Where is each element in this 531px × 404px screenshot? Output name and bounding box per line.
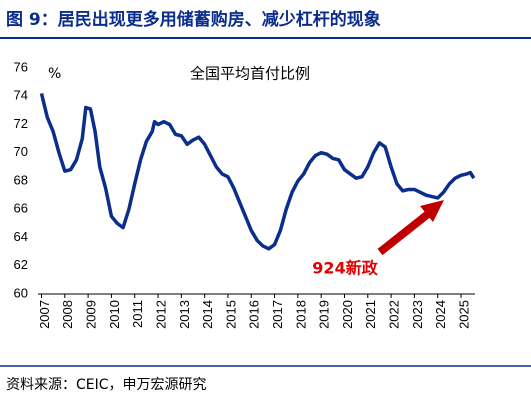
x-tick-label: 2013 <box>177 300 192 329</box>
x-tick-label: 2014 <box>200 300 215 329</box>
y-tick-label: 68 <box>14 172 28 187</box>
line-series <box>39 93 476 251</box>
y-tick-label: 70 <box>14 144 28 159</box>
x-tick-label: 2017 <box>270 300 285 329</box>
y-tick-label: 64 <box>14 229 28 244</box>
chart-title: 图 9：居民出现更多用储蓄购房、减少杠杆的现象 <box>6 9 381 30</box>
x-tick-label: 2019 <box>317 300 332 329</box>
y-tick-label: 72 <box>14 116 28 131</box>
y-tick-label: 62 <box>14 257 28 272</box>
series-title: 全国平均首付比例 <box>190 65 310 83</box>
x-tick-label: 2023 <box>410 300 425 329</box>
source: 资料来源：CEIC，申万宏源研究 <box>6 377 207 393</box>
x-tick-label: 2025 <box>456 300 471 329</box>
x-tick-label: 2016 <box>247 300 262 329</box>
x-tick-label: 2007 <box>37 300 52 329</box>
x-tick-label: 2018 <box>293 300 308 329</box>
x-tick-label: 2022 <box>387 300 402 329</box>
y-tick-label: 76 <box>14 59 28 74</box>
x-tick-label: 2009 <box>84 300 99 329</box>
arrow-head <box>420 200 444 222</box>
x-tick-label: 2024 <box>433 300 448 329</box>
x-tick-label: 2021 <box>363 300 378 329</box>
y-tick-label: 66 <box>14 201 28 216</box>
x-tick-label: 2015 <box>223 300 238 329</box>
annotation: 924新政 <box>312 259 378 278</box>
arrow-shaft <box>377 210 431 256</box>
x-tick-label: 2010 <box>107 300 122 329</box>
y-tick-label: 74 <box>14 88 28 103</box>
x-tick-label: 2020 <box>340 300 355 329</box>
x-tick-label: 2008 <box>60 300 75 329</box>
x-tick-label: 2012 <box>153 300 168 329</box>
y-unit: % <box>48 66 61 82</box>
x-tick-label: 2011 <box>130 300 145 328</box>
y-tick-label: 60 <box>14 285 28 300</box>
